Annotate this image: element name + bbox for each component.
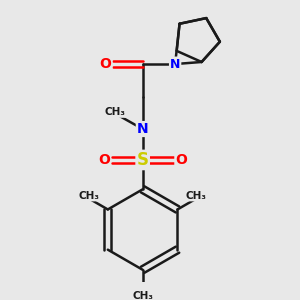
Text: CH₃: CH₃ [185,190,206,200]
Text: N: N [137,122,148,136]
Text: O: O [176,153,187,167]
Text: O: O [100,57,112,71]
Text: O: O [98,153,110,167]
Text: CH₃: CH₃ [104,107,125,117]
Text: N: N [170,58,180,70]
Text: CH₃: CH₃ [132,291,153,300]
Text: CH₃: CH₃ [79,190,100,200]
Text: S: S [137,151,149,169]
